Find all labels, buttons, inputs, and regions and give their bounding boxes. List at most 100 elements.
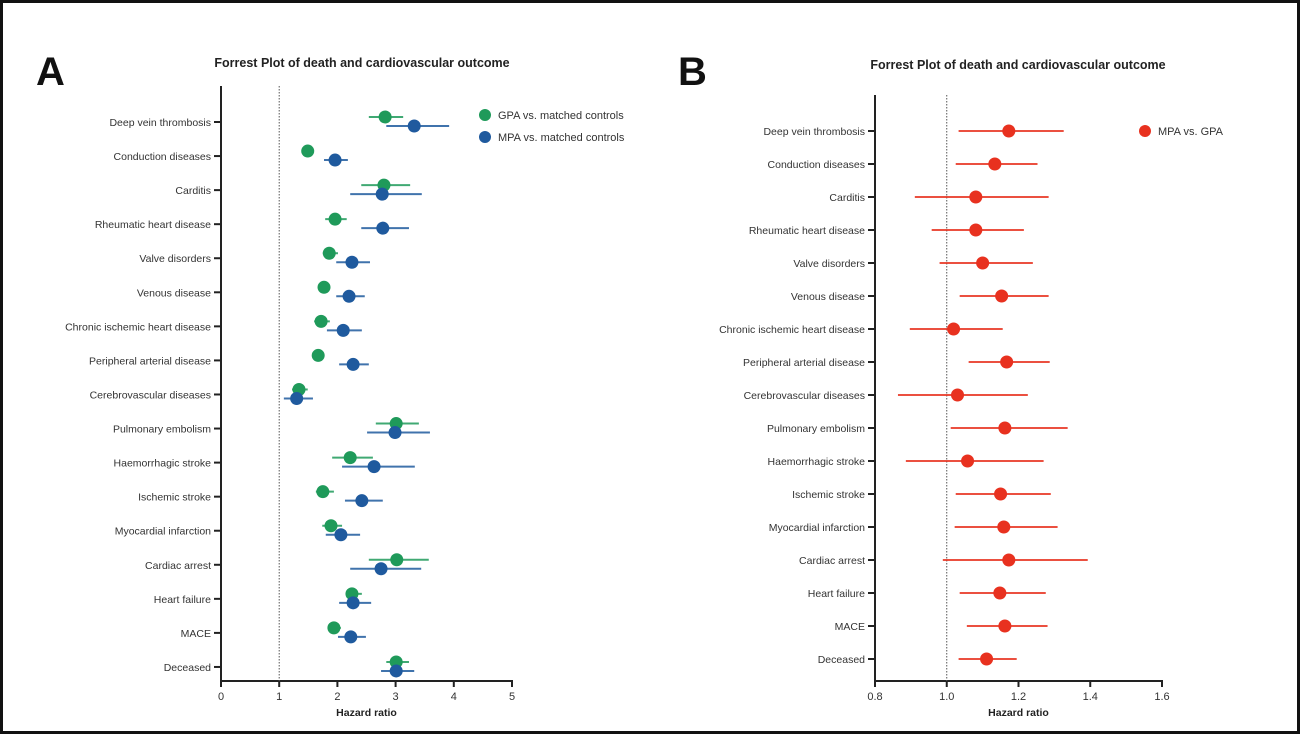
hr-point-a	[374, 562, 388, 576]
category-label-b: Cerebrovascular diseases	[744, 390, 865, 402]
hr-point-a	[388, 426, 402, 440]
category-label-a: Cardiac arrest	[145, 560, 211, 572]
category-label-a: Venous disease	[137, 287, 211, 299]
hr-point-a	[390, 553, 404, 567]
category-label-a: Valve disorders	[139, 253, 211, 265]
panel-label-b: B	[678, 50, 707, 94]
hr-point-b	[980, 652, 994, 666]
hr-point-a	[376, 221, 390, 235]
hr-point-b	[1000, 355, 1014, 369]
category-label-b: Myocardial infarction	[769, 522, 865, 534]
category-label-a: Cerebrovascular diseases	[90, 389, 211, 401]
chart-title-a: Forrest Plot of death and cardiovascular…	[214, 56, 510, 70]
hr-point-b	[998, 619, 1012, 633]
category-label-b: Cardiac arrest	[799, 555, 865, 567]
x-tick-label-a: 2	[334, 691, 340, 703]
legend-label-b: MPA vs. GPA	[1158, 126, 1224, 138]
hr-point-a	[346, 596, 360, 610]
category-label-b: Venous disease	[791, 291, 865, 303]
hr-point-a	[317, 280, 331, 294]
x-tick-label-b: 1.0	[939, 691, 954, 703]
x-axis-title-b: Hazard ratio	[988, 707, 1049, 719]
legend-label-a: MPA vs. matched controls	[498, 132, 625, 144]
category-label-b: Haemorrhagic stroke	[768, 456, 866, 468]
category-label-a: Peripheral arterial disease	[89, 355, 211, 367]
hr-point-a	[342, 289, 356, 303]
x-axis-title-a: Hazard ratio	[336, 707, 397, 719]
hr-point-a	[389, 664, 403, 678]
x-tick-label-a: 0	[218, 691, 224, 703]
hr-point-b	[969, 190, 983, 204]
hr-point-a	[343, 451, 357, 465]
legend-marker-a	[479, 131, 491, 143]
category-label-b: Rheumatic heart disease	[749, 225, 865, 237]
x-tick-label-b: 1.6	[1154, 691, 1169, 703]
category-label-b: Heart failure	[808, 588, 865, 600]
hr-point-a	[328, 153, 342, 167]
category-label-b: Deep vein thrombosis	[763, 126, 865, 138]
hr-point-a	[367, 460, 381, 474]
category-label-b: Deceased	[818, 654, 865, 666]
hr-point-b	[969, 223, 983, 237]
category-label-a: Conduction diseases	[114, 151, 211, 163]
hr-point-a	[378, 110, 392, 124]
category-label-a: Haemorrhagic stroke	[114, 458, 212, 470]
hr-point-a	[290, 391, 304, 405]
hr-point-a	[407, 119, 421, 133]
hr-point-b	[1002, 124, 1016, 138]
hr-point-a	[336, 323, 350, 337]
x-tick-label-a: 3	[393, 691, 399, 703]
category-label-a: Chronic ischemic heart disease	[65, 321, 211, 333]
legend-marker-b	[1139, 125, 1151, 137]
category-label-a: Heart failure	[154, 594, 211, 606]
category-label-a: Deceased	[164, 662, 211, 674]
x-tick-label-a: 1	[276, 691, 282, 703]
category-label-b: Ischemic stroke	[792, 489, 865, 501]
hr-point-a	[316, 485, 330, 499]
hr-point-a	[345, 255, 359, 269]
category-label-b: Conduction diseases	[768, 159, 865, 171]
hr-point-a	[375, 187, 389, 201]
hr-point-a	[322, 246, 336, 260]
hr-point-a	[314, 314, 328, 328]
category-label-b: MACE	[835, 621, 865, 633]
category-label-a: MACE	[181, 628, 211, 640]
hr-point-a	[389, 655, 403, 669]
category-label-b: Carditis	[829, 192, 865, 204]
category-label-a: Carditis	[175, 185, 211, 197]
hr-point-a	[301, 144, 315, 158]
hr-point-b	[961, 454, 975, 468]
hr-point-a	[311, 348, 325, 362]
hr-point-b	[998, 421, 1012, 435]
hr-point-b	[951, 388, 965, 402]
x-tick-label-b: 1.2	[1011, 691, 1026, 703]
hr-point-b	[997, 520, 1011, 534]
hr-point-b	[994, 487, 1008, 501]
category-label-b: Pulmonary embolism	[767, 423, 865, 435]
hr-point-a	[346, 357, 360, 371]
x-tick-label-b: 1.4	[1083, 691, 1098, 703]
legend-label-a: GPA vs. matched controls	[498, 110, 624, 122]
hr-point-b	[988, 157, 1002, 171]
x-tick-label-b: 0.8	[867, 691, 882, 703]
x-tick-label-a: 5	[509, 691, 515, 703]
category-label-b: Chronic ischemic heart disease	[719, 324, 865, 336]
category-label-b: Peripheral arterial disease	[743, 357, 865, 369]
hr-point-b	[993, 586, 1007, 600]
category-label-a: Rheumatic heart disease	[95, 219, 211, 231]
hr-point-a	[344, 630, 358, 644]
category-label-b: Valve disorders	[793, 258, 865, 270]
panel-label-a: A	[36, 50, 65, 94]
hr-point-a	[334, 528, 348, 542]
hr-point-b	[1002, 553, 1016, 567]
x-tick-label-a: 4	[451, 691, 457, 703]
category-label-a: Deep vein thrombosis	[109, 117, 211, 129]
hr-point-a	[327, 621, 341, 635]
category-label-a: Pulmonary embolism	[113, 424, 211, 436]
chart-title-b: Forrest Plot of death and cardiovascular…	[870, 58, 1166, 72]
hr-point-a	[324, 519, 338, 533]
legend-marker-a	[479, 109, 491, 121]
hr-point-b	[947, 322, 961, 336]
hr-point-b	[976, 256, 990, 270]
